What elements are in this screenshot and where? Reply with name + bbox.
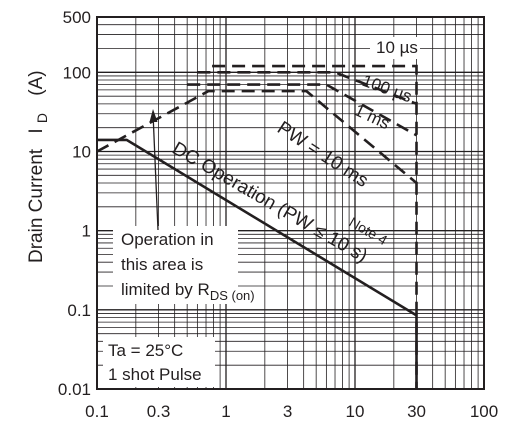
label-1ms: 1 ms	[351, 100, 392, 133]
label-limited-text: limited by R	[121, 280, 210, 299]
chart-tick-labels: 0.1 0.3 1 3 10 30 100 500 100 10 1 0.1 0.01	[58, 8, 498, 421]
y-tick-label: 10	[72, 143, 91, 162]
x-tick-label: 3	[283, 402, 292, 421]
annotation-background	[370, 37, 420, 59]
y-axis-label-symbol: I	[26, 128, 47, 133]
series-line	[187, 83, 418, 137]
y-tick-label: 1	[82, 222, 91, 241]
label-limited-line-1: Operation in	[121, 230, 214, 249]
annotation-pointer-line	[152, 112, 159, 231]
chart-annotation-backgrounds	[103, 37, 420, 387]
x-tick-label: 30	[407, 402, 426, 421]
label-single-pulse: 1 shot Pulse	[108, 365, 202, 384]
y-tick-label: 100	[63, 63, 91, 82]
svg-text:Drain Current I D: Drain Current I D (A)	[26, 70, 52, 263]
annotation-background	[103, 337, 215, 387]
label-pw-10ms: PW = 10 ms	[273, 118, 372, 192]
x-tick-label: 10	[346, 402, 365, 421]
annotation-background	[113, 226, 238, 304]
y-axis-label: Drain Current I D (A)	[26, 70, 52, 263]
x-tick-label: 1	[221, 402, 230, 421]
label-limited-line-3: limited by RDS (on)	[121, 280, 255, 303]
y-axis-label-main: Drain Current	[26, 148, 47, 263]
y-tick-label: 0.01	[58, 380, 91, 399]
label-temperature: Ta = 25°C	[108, 341, 183, 360]
chart-grid	[96, 16, 485, 390]
label-limited-line-2: this area is	[121, 255, 203, 274]
plot-frame	[96, 16, 485, 390]
label-rds-on-subscript: DS (on)	[210, 288, 255, 303]
y-tick-label: 500	[63, 8, 91, 27]
series-line	[197, 71, 417, 106]
y-axis-label-subscript: D	[34, 113, 50, 123]
y-tick-label: 0.1	[67, 301, 91, 320]
y-axis-label-unit: (A)	[26, 70, 47, 95]
label-10us: 10 µs	[376, 38, 418, 57]
series-line	[212, 64, 418, 389]
x-tick-label: 0.3	[147, 402, 171, 421]
x-tick-label: 0.1	[85, 402, 109, 421]
x-tick-label: 100	[470, 402, 498, 421]
annotation-pointer-arrowhead	[149, 109, 158, 122]
